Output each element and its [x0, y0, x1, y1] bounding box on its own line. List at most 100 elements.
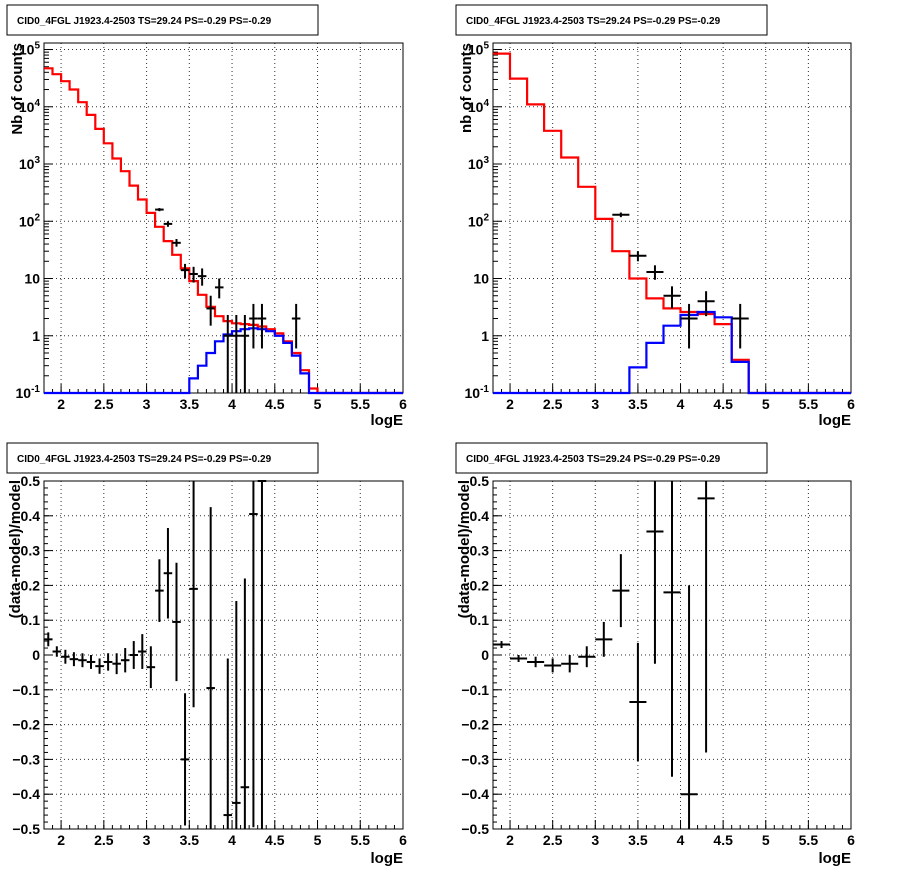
residual-point	[561, 655, 579, 673]
data-point	[629, 251, 647, 262]
x-tick-label: 5.5	[799, 396, 819, 412]
x-tick-label: 4.5	[265, 396, 285, 412]
title-box	[455, 442, 768, 474]
residual-point	[103, 653, 113, 671]
residual-point	[223, 658, 233, 829]
data-point	[214, 278, 224, 299]
model-source-histogram	[44, 327, 403, 395]
y-tick-label: 1	[32, 328, 40, 344]
data-point	[240, 315, 250, 393]
x-tick-label: 2.5	[543, 832, 563, 848]
plot-frame	[43, 480, 404, 830]
y-tick-label: −0.1	[12, 682, 40, 698]
x-tick-label: 3	[591, 832, 599, 848]
x-tick-label: 2	[57, 396, 65, 412]
residual-point	[578, 646, 596, 668]
y-tick-label: 0.4	[21, 508, 41, 524]
x-tick-label: 3.5	[180, 832, 200, 848]
title-box	[455, 4, 768, 36]
plot-area: 2 2.5 3 3.5 4 4.5 5 5.5 6 −0.5 −0.4 −0.3 −0.2 −0.1 0 0.…	[461, 473, 855, 848]
y-tick-label: −0.2	[12, 717, 40, 733]
x-tick-label: 5.5	[799, 832, 819, 848]
residual-point	[595, 621, 613, 657]
residual-point	[155, 559, 164, 622]
plot-area: 2 2.5 3 3.5 4 4.5 5 5.5 6 −0.5 −0.4 −0.3 −0.2 −0.1 0 0.…	[12, 473, 407, 848]
x-axis-title: logE	[819, 412, 852, 429]
y-tick-label: 0.3	[470, 543, 490, 559]
y-tick-label: 103	[19, 155, 41, 172]
y-tick-label: 10-1	[465, 384, 490, 401]
plot-title: CID0_4FGL J1923.4-2503 TS=29.24 PS=-0.29…	[17, 16, 272, 27]
x-tick-label: 5.5	[351, 832, 371, 848]
data-point	[180, 263, 190, 279]
residual-point	[527, 656, 545, 668]
y-tick-label: −0.3	[12, 751, 40, 767]
x-tick-label: 3.5	[628, 396, 648, 412]
y-tick-label: 0	[481, 647, 489, 663]
x-tick-label: 2.5	[94, 396, 114, 412]
y-tick-label: 102	[19, 212, 41, 229]
residual-point	[44, 632, 53, 647]
y-tick-label: 0.5	[470, 473, 490, 489]
residual-point	[172, 562, 181, 682]
x-tick-label: 5	[762, 832, 770, 848]
data-point	[663, 286, 681, 309]
residual-point	[86, 655, 96, 669]
plot-title: CID0_4FGL J1923.4-2503 TS=29.24 PS=-0.29…	[17, 454, 272, 465]
plot-title: CID0_4FGL J1923.4-2503 TS=29.24 PS=-0.29…	[466, 454, 721, 465]
data-point	[155, 208, 164, 212]
y-tick-label: 0	[32, 647, 40, 663]
plot-area: 2 2.5 3 3.5 4 4.5 5 5.5 6 10-1 1 10 102 103 104 105	[465, 41, 856, 412]
residual-point	[697, 481, 715, 753]
data-point	[291, 303, 301, 349]
residual-point	[680, 585, 698, 829]
x-tick-label: 2	[506, 396, 514, 412]
data-point	[189, 266, 198, 283]
y-tick-label: −0.5	[12, 821, 40, 837]
y-axis-title: (data-model)/model	[7, 480, 24, 618]
x-tick-label: 5	[762, 396, 770, 412]
y-tick-label: 0.3	[21, 543, 41, 559]
x-tick-label: 4	[677, 396, 685, 412]
residual-point	[206, 507, 215, 829]
residual-point	[129, 641, 139, 669]
y-tick-label: −0.4	[461, 786, 489, 802]
pad-bottom-left: CID0_4FGL J1923.4-2503 TS=29.24 PS=-0.29…	[6, 442, 407, 867]
title-box	[6, 4, 319, 36]
y-axis-title: nb of counts	[458, 43, 475, 133]
x-tick-label: 2	[57, 832, 65, 848]
y-tick-label: 0.4	[470, 508, 490, 524]
x-tick-label: 2.5	[543, 396, 563, 412]
residual-point	[112, 653, 121, 675]
residual-point	[493, 641, 511, 649]
model-source-histogram	[493, 310, 851, 395]
data-point	[206, 295, 215, 326]
residual-point	[232, 601, 241, 829]
x-tick-label: 5.5	[351, 396, 371, 412]
x-tick-label: 4.5	[713, 832, 733, 848]
residual-point	[249, 481, 258, 828]
pad-bottom-right: CID0_4FGL J1923.4-2503 TS=29.24 PS=-0.29…	[455, 442, 855, 867]
y-tick-label: 0.2	[21, 577, 41, 593]
residual-point	[629, 642, 647, 762]
residual-point	[146, 646, 156, 689]
data-point	[197, 268, 207, 286]
x-tick-label: 6	[847, 832, 855, 848]
residual-point	[69, 652, 79, 667]
residual-point	[78, 653, 87, 668]
residual-point	[61, 649, 70, 664]
pad-top-right: CID0_4FGL J1923.4-2503 TS=29.24 PS=-0.29…	[455, 4, 856, 429]
x-tick-label: 3.5	[628, 832, 648, 848]
residual-point	[544, 658, 562, 673]
y-tick-label: −0.5	[461, 821, 489, 837]
y-tick-label: 104	[19, 98, 41, 115]
y-axis-title: Nb of counts	[9, 43, 26, 135]
plot-area: 2 2.5 3 3.5 4 4.5 5 5.5 6 10-1 1 10 102 103 104 105	[16, 41, 408, 412]
data-point	[257, 303, 267, 349]
x-tick-label: 4.5	[713, 396, 733, 412]
x-axis-title: logE	[371, 412, 404, 429]
y-tick-label: 102	[468, 212, 490, 229]
plot-frame	[492, 42, 852, 394]
data-point	[612, 212, 630, 218]
